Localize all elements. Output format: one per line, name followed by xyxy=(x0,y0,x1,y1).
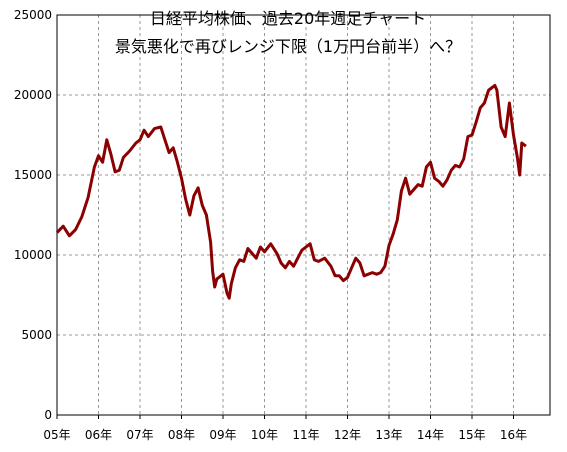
y-tick-label: 15000 xyxy=(14,168,52,182)
x-tick-label: 13年 xyxy=(375,428,402,442)
y-tick-label: 5000 xyxy=(21,328,52,342)
x-tick-label: 10年 xyxy=(251,428,278,442)
chart-subtitle: 景気悪化で再びレンジ下限（1万円台前半）へ？ xyxy=(115,37,461,56)
x-tick-label: 06年 xyxy=(85,428,112,442)
x-tick-label: 08年 xyxy=(168,428,195,442)
x-tick-label: 05年 xyxy=(43,428,70,442)
x-tick-label: 09年 xyxy=(209,428,236,442)
chart-title: 日経平均株価、過去20年週足チャート xyxy=(150,9,426,28)
x-tick-label: 07年 xyxy=(126,428,153,442)
plot-area-frame xyxy=(56,14,551,416)
y-tick-label: 0 xyxy=(44,408,52,422)
x-axis-ticks: 05年 06年 07年 08年 09年 10年 11年 12年 13年 14年 15年 16年 xyxy=(43,415,527,442)
x-tick-label: 15年 xyxy=(458,428,485,442)
x-tick-label: 16年 xyxy=(500,428,527,442)
y-tick-label: 20000 xyxy=(14,88,52,102)
grid-lines xyxy=(57,15,550,415)
x-tick-label: 14年 xyxy=(417,428,444,442)
y-tick-label: 25000 xyxy=(14,8,52,22)
series-line xyxy=(55,83,527,300)
y-tick-label: 10000 xyxy=(14,248,52,262)
y-axis-ticks: 0 5000 10000 15000 20000 25000 xyxy=(14,8,52,422)
x-tick-label: 12年 xyxy=(334,428,361,442)
x-tick-label: 11年 xyxy=(292,428,319,442)
